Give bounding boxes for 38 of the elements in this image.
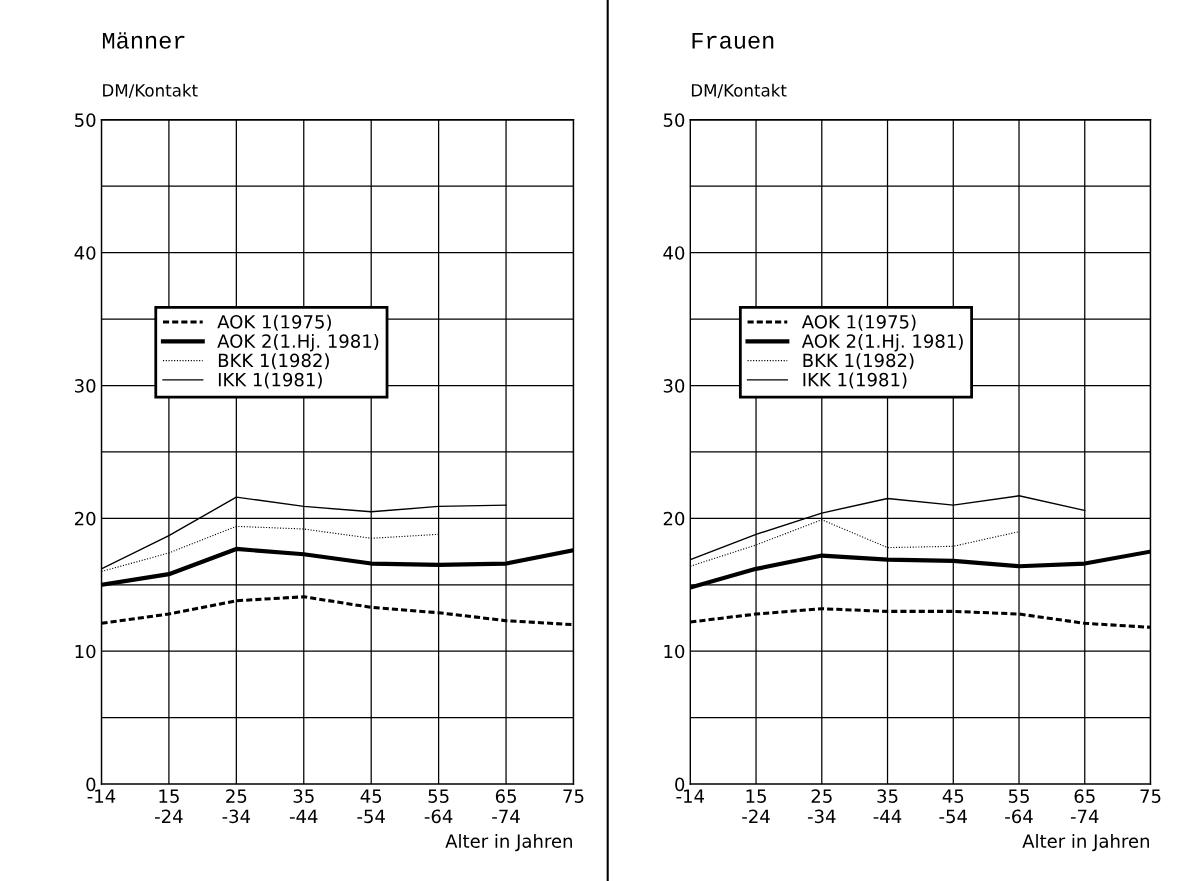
legend-label: AOK 1(1975) <box>217 314 331 331</box>
legend-label: BKK 1(1982) <box>803 353 914 370</box>
x-tick-label: 75 <box>1140 789 1161 803</box>
x-tick-label: 55 -64 <box>1005 789 1033 824</box>
y-tick-label: 10 <box>664 644 685 659</box>
y-tick-label: 10 <box>75 644 96 659</box>
legend-label: IKK 1(1981) <box>218 372 322 389</box>
x-tick-label: 35 -44 <box>289 789 318 823</box>
x-tick-label: 45 -54 <box>939 789 967 824</box>
y-tick-label: 20 <box>663 511 685 526</box>
y-tick-label: 40 <box>74 246 96 260</box>
legend-label: AOK 2(1.Hj. 1981) <box>217 333 379 352</box>
legend-label: BKK 1(1982) <box>218 353 329 370</box>
chart-title: Männer <box>102 32 185 49</box>
x-tick-label: 15 -24 <box>742 789 770 823</box>
y-tick-label: 50 <box>663 113 685 127</box>
y-axis-title: DM/Kontakt <box>691 83 787 98</box>
y-tick-label: 20 <box>74 511 96 526</box>
x-tick-label: 45 -54 <box>357 789 385 824</box>
x-tick-label: 75 <box>563 789 584 803</box>
x-tick-label: 25 -34 <box>807 789 836 824</box>
x-axis-title: Alter in Jahren <box>445 833 572 852</box>
y-tick-label: 30 <box>663 378 685 393</box>
x-tick-label: 55 -64 <box>424 789 453 824</box>
legend-label: IKK 1(1981) <box>803 372 907 389</box>
legend-label: AOK 1(1975) <box>801 314 916 331</box>
x-tick-label: 15 -24 <box>155 789 183 823</box>
x-tick-label: 65 -74 <box>492 789 520 823</box>
x-tick-label: 65 -74 <box>1070 789 1099 823</box>
x-tick-label: 25 -34 <box>222 789 251 824</box>
y-tick-label: 40 <box>663 246 685 260</box>
x-axis-title: Alter in Jahren <box>1022 833 1149 852</box>
x-tick-label: 35 -44 <box>873 789 902 823</box>
y-axis-title: DM/Kontakt <box>103 83 198 98</box>
y-tick-label: 30 <box>75 378 96 393</box>
legend-label: AOK 2(1.Hj. 1981) <box>801 333 963 352</box>
chart-title: Frauen <box>692 32 774 49</box>
y-tick-label: 50 <box>75 113 96 127</box>
